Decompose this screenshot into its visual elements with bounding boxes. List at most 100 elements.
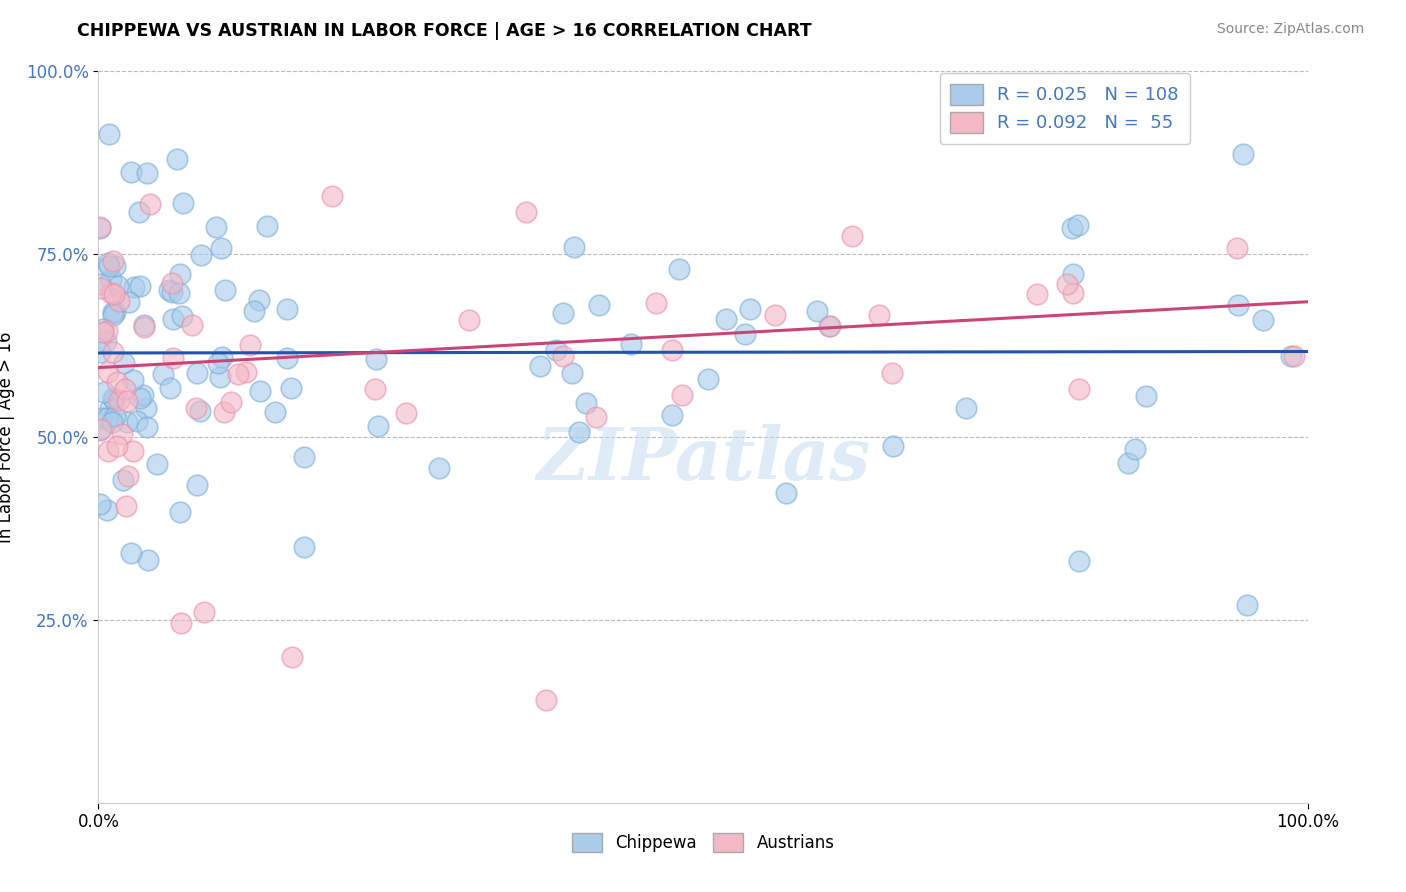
Point	[135, 401, 157, 415]
Point	[588, 298, 610, 312]
Point	[243, 304, 266, 318]
Point	[212, 404, 235, 418]
Point	[101, 253, 124, 268]
Point	[515, 205, 537, 219]
Text: CHIPPEWA VS AUSTRIAN IN LABOR FORCE | AGE > 16 CORRELATION CHART: CHIPPEWA VS AUSTRIAN IN LABOR FORCE | AG…	[77, 22, 811, 40]
Point	[172, 195, 194, 210]
Point	[575, 396, 598, 410]
Point	[160, 276, 183, 290]
Point	[429, 461, 451, 475]
Point	[644, 296, 666, 310]
Point	[89, 277, 111, 291]
Point	[97, 260, 120, 274]
Point	[135, 419, 157, 434]
Point	[671, 388, 693, 402]
Point	[117, 468, 139, 483]
Point	[367, 418, 389, 433]
Point	[112, 474, 135, 488]
Point	[209, 241, 232, 255]
Point	[806, 304, 828, 318]
Point	[89, 497, 111, 511]
Point	[120, 546, 142, 560]
Point	[186, 478, 208, 492]
Point	[534, 693, 557, 707]
Point	[125, 414, 148, 428]
Y-axis label: In Labor Force | Age > 16: In Labor Force | Age > 16	[0, 331, 14, 543]
Point	[184, 401, 207, 416]
Point	[90, 281, 112, 295]
Point	[1067, 218, 1090, 232]
Point	[661, 343, 683, 357]
Point	[97, 364, 120, 378]
Point	[169, 615, 191, 630]
Point	[1056, 277, 1078, 291]
Point	[91, 322, 114, 336]
Point	[740, 301, 762, 316]
Point	[107, 293, 129, 308]
Point	[364, 383, 387, 397]
Point	[186, 366, 208, 380]
Point	[89, 344, 111, 359]
Point	[115, 415, 138, 429]
Point	[226, 368, 249, 382]
Point	[1062, 268, 1084, 282]
Point	[1067, 382, 1090, 396]
Point	[96, 324, 118, 338]
Point	[107, 279, 129, 293]
Point	[101, 344, 124, 359]
Point	[90, 422, 112, 436]
Point	[1135, 389, 1157, 403]
Point	[529, 359, 551, 374]
Point	[100, 272, 122, 286]
Point	[98, 401, 121, 416]
Point	[104, 259, 127, 273]
Point	[249, 384, 271, 398]
Point	[1279, 349, 1302, 363]
Point	[208, 369, 231, 384]
Point	[159, 381, 181, 395]
Point	[1116, 456, 1139, 470]
Point	[1062, 286, 1084, 301]
Point	[205, 219, 228, 234]
Point	[219, 394, 242, 409]
Point	[122, 443, 145, 458]
Point	[128, 204, 150, 219]
Point	[734, 327, 756, 342]
Point	[276, 302, 298, 317]
Point	[281, 649, 304, 664]
Point	[235, 365, 257, 379]
Point	[115, 499, 138, 513]
Point	[207, 356, 229, 370]
Legend: Chippewa, Austrians: Chippewa, Austrians	[564, 824, 842, 860]
Point	[276, 351, 298, 365]
Point	[134, 318, 156, 332]
Point	[180, 318, 202, 333]
Point	[118, 295, 141, 310]
Point	[103, 287, 125, 301]
Point	[98, 128, 121, 142]
Point	[108, 392, 131, 407]
Point	[139, 196, 162, 211]
Point	[1226, 241, 1249, 255]
Point	[1226, 298, 1249, 312]
Point	[91, 411, 114, 425]
Point	[120, 165, 142, 179]
Point	[136, 553, 159, 567]
Point	[818, 319, 841, 334]
Point	[292, 540, 315, 554]
Point	[818, 318, 841, 333]
Point	[697, 372, 720, 386]
Point	[280, 381, 302, 395]
Point	[321, 189, 343, 203]
Point	[1069, 554, 1091, 568]
Point	[105, 439, 128, 453]
Point	[1123, 442, 1146, 457]
Point	[166, 152, 188, 166]
Text: ZIPatlas: ZIPatlas	[536, 424, 870, 494]
Point	[104, 305, 127, 319]
Point	[561, 366, 583, 380]
Point	[101, 415, 124, 429]
Point	[775, 486, 797, 500]
Point	[97, 255, 120, 269]
Point	[172, 310, 194, 324]
